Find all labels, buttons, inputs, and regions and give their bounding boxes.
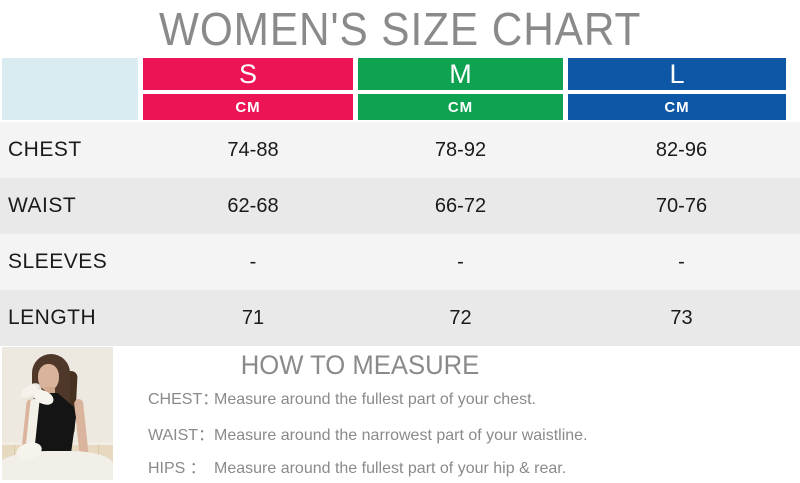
- row-label: SLEEVES: [8, 250, 108, 273]
- table-row-waist: WAIST 62-68 66-72 70-76: [0, 178, 800, 234]
- sleeves-value-s: -: [249, 250, 257, 273]
- waist-value-s: 62-68: [227, 194, 279, 217]
- model-face: [38, 364, 59, 391]
- measure-term: HIPS ：: [148, 460, 206, 477]
- measure-desc: Measure around the fullest part of your …: [214, 460, 567, 477]
- length-value-s: 71: [241, 306, 265, 329]
- measure-line-chest: CHEST：Measure around the fullest part of…: [148, 385, 536, 409]
- table-row-length: LENGTH 71 72 73: [0, 290, 800, 346]
- measure-desc: Measure around the fullest part of your …: [214, 391, 536, 408]
- measure-term: WAIST：: [148, 427, 215, 444]
- row-label: WAIST: [8, 194, 77, 217]
- length-value-l: 73: [670, 306, 693, 329]
- page-title: WOMEN'S SIZE CHART: [158, 3, 642, 55]
- measure-term: CHEST：: [148, 391, 219, 408]
- size-chart-header: S M L CM CM CM: [2, 58, 786, 120]
- measure-line-hips: HIPS ： Measure around the fullest part of…: [148, 454, 566, 478]
- chest-value-s: 74-88: [227, 138, 279, 161]
- sleeves-value-m: -: [457, 250, 464, 273]
- how-to-measure-section: HOW TO MEASURE CHEST：Measure around the …: [0, 347, 800, 483]
- how-to-measure-title: HOW TO MEASURE: [240, 350, 480, 380]
- size-header-s: S: [143, 58, 353, 90]
- measure-line-waist: WAIST：Measure around the narrowest part …: [148, 421, 588, 445]
- chest-value-m: 78-92: [434, 138, 487, 161]
- chest-value-l: 82-96: [655, 138, 708, 161]
- corner-cell: [2, 58, 138, 120]
- title-bar: WOMEN'S SIZE CHART: [0, 0, 800, 58]
- table-row-chest: CHEST 74-88 78-92 82-96: [0, 122, 800, 178]
- row-label: CHEST: [8, 138, 82, 161]
- waist-value-l: 70-76: [655, 194, 708, 217]
- model-neck: [45, 387, 55, 397]
- size-chart-body: CHEST 74-88 78-92 82-96 WAIST 62-68 66-7…: [0, 122, 800, 346]
- length-value-m: 72: [449, 306, 472, 329]
- unit-cell-s: CM: [143, 94, 353, 120]
- waist-value-m: 66-72: [434, 194, 487, 217]
- table-row-sleeves: SLEEVES - - -: [0, 234, 800, 290]
- measure-desc: Measure around the narrowest part of you…: [214, 427, 588, 444]
- model-photo: [2, 347, 113, 480]
- size-header-l: L: [568, 58, 786, 90]
- size-header-m: M: [358, 58, 563, 90]
- row-label: LENGTH: [8, 306, 97, 329]
- unit-cell-l: CM: [568, 94, 786, 120]
- sleeves-value-l: -: [678, 250, 685, 273]
- unit-cell-m: CM: [358, 94, 563, 120]
